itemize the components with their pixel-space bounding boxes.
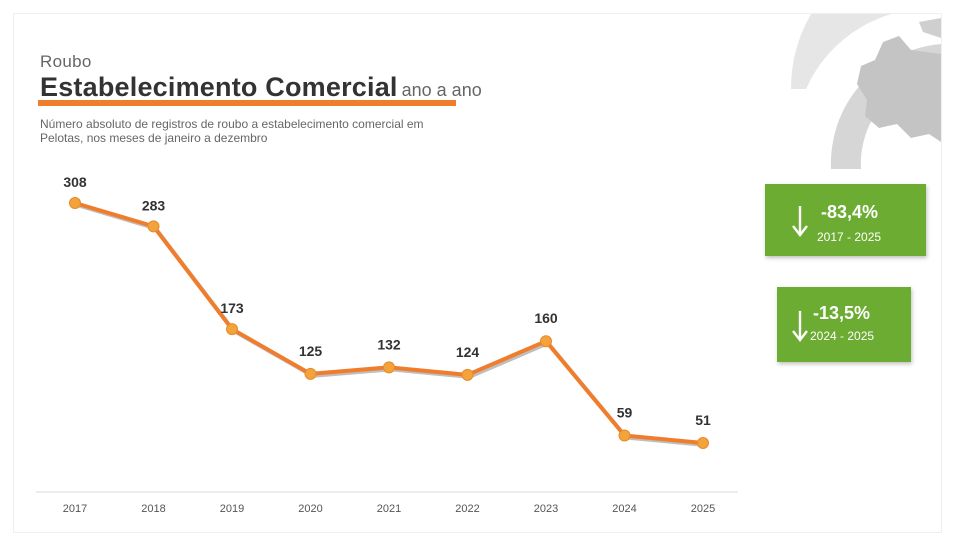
series-line — [74, 201, 704, 445]
data-label: 283 — [142, 197, 166, 213]
change-badge-2024-2025: -13,5% 2024 - 2025 — [777, 287, 911, 362]
data-label: 132 — [377, 336, 401, 352]
x-tick-label: 2017 — [63, 503, 87, 515]
series-layer — [74, 201, 706, 447]
series-line-shadow — [76, 203, 706, 447]
data-point — [540, 335, 552, 348]
data-label: 125 — [299, 343, 323, 359]
x-tick-label: 2022 — [455, 503, 479, 515]
line-chart: 2017 2018 2019 2020 2021 2022 2023 2024 2025 308… — [36, 174, 738, 515]
data-point — [69, 197, 81, 209]
chart-subtitle: Número absoluto de registros de roubo a … — [40, 117, 424, 145]
map-icon — [791, 14, 941, 169]
slide: Roubo Estabelecimento Comercial ano a ano… — [14, 14, 941, 532]
data-point — [697, 437, 709, 449]
chart-title: Estabelecimento Comercial — [40, 72, 398, 102]
arrow-down-icon — [792, 206, 808, 237]
chart-title-suffix: ano a ano — [401, 80, 482, 100]
data-point — [147, 220, 160, 233]
data-label: 173 — [220, 300, 244, 316]
x-tick-label: 2023 — [534, 503, 558, 515]
data-label: 308 — [63, 174, 87, 190]
data-label: 124 — [456, 344, 480, 360]
data-labels-layer: 308 283 173 125 132 124 160 59 51 — [63, 174, 711, 428]
markers-layer — [69, 197, 709, 449]
change-value: -13,5% — [813, 303, 871, 323]
change-badge-2017-2025: -83,4% 2017 - 2025 — [765, 184, 926, 256]
x-tick-label: 2025 — [691, 503, 715, 515]
change-value: -83,4% — [821, 202, 879, 222]
change-range: 2024 - 2025 — [810, 329, 875, 343]
title-underline — [38, 100, 456, 106]
data-label: 59 — [617, 405, 633, 421]
x-tick-label: 2020 — [298, 503, 322, 515]
x-axis: 2017 2018 2019 2020 2021 2022 2023 2024 2025 — [36, 491, 738, 515]
data-point — [461, 368, 474, 381]
arrow-down-icon — [792, 311, 808, 342]
data-point — [383, 361, 395, 374]
change-range: 2017 - 2025 — [817, 230, 882, 244]
x-tick-label: 2024 — [612, 503, 636, 515]
x-tick-label: 2021 — [377, 503, 401, 515]
data-point — [618, 429, 631, 442]
data-point — [226, 323, 238, 336]
chart-kicker: Roubo — [40, 52, 92, 71]
chart-title-row: Estabelecimento Comercial ano a ano — [40, 72, 482, 103]
data-point — [304, 367, 317, 380]
data-label: 160 — [534, 310, 558, 326]
data-label: 51 — [695, 412, 711, 428]
x-tick-label: 2019 — [220, 503, 244, 515]
x-tick-label: 2018 — [141, 503, 165, 515]
